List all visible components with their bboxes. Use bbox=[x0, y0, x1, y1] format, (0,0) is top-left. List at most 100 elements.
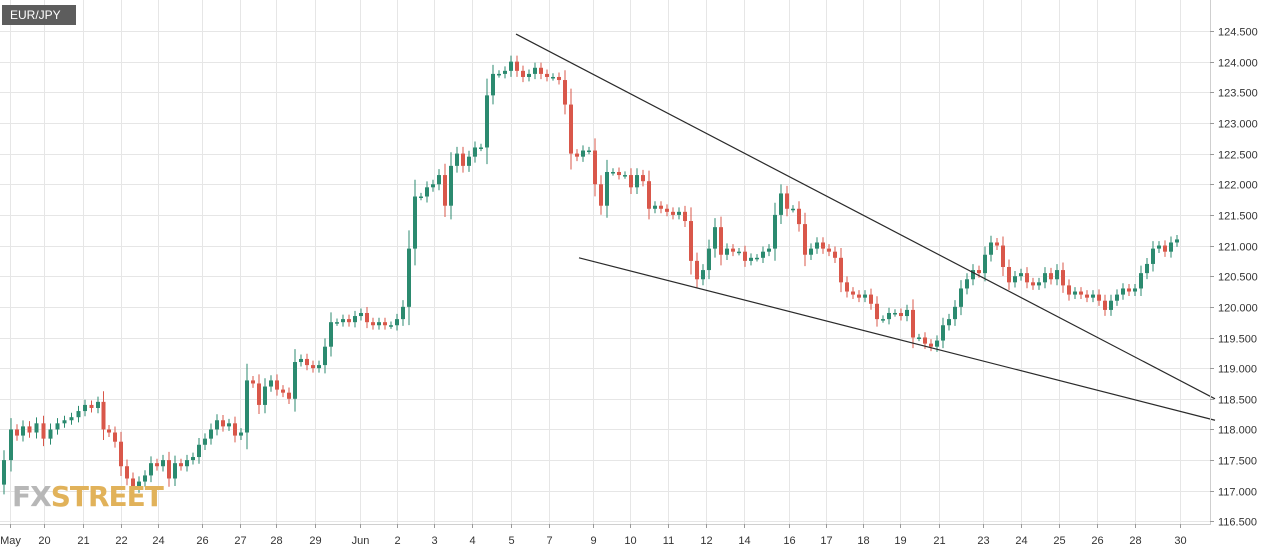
candle-body bbox=[1139, 273, 1143, 289]
candle bbox=[377, 317, 381, 330]
candle-body bbox=[599, 184, 603, 206]
candle-body bbox=[263, 386, 267, 405]
candle-body bbox=[773, 214, 777, 249]
candle bbox=[965, 273, 969, 295]
candle bbox=[797, 201, 801, 232]
candle bbox=[1031, 277, 1035, 290]
candle bbox=[1037, 277, 1041, 290]
candle bbox=[941, 317, 945, 349]
candle bbox=[1061, 262, 1065, 293]
candle-body bbox=[125, 466, 129, 479]
candle-body bbox=[143, 475, 147, 482]
x-tick-label: Jun bbox=[352, 535, 370, 547]
candle bbox=[857, 290, 861, 303]
candle-body bbox=[113, 432, 117, 442]
candle bbox=[329, 312, 333, 357]
candle bbox=[989, 235, 993, 262]
candle bbox=[107, 425, 111, 437]
candle bbox=[527, 69, 531, 82]
y-tick-label: 123.000 bbox=[1218, 119, 1258, 131]
candle-body bbox=[965, 279, 969, 289]
x-tick-label: 20 bbox=[38, 535, 50, 547]
x-tick-label: 28 bbox=[1129, 535, 1141, 547]
x-tick-label: 9 bbox=[590, 535, 596, 547]
candle bbox=[833, 246, 837, 264]
candle bbox=[2, 450, 6, 495]
candle bbox=[581, 145, 585, 162]
candle-body bbox=[527, 73, 531, 77]
candle-body bbox=[1157, 245, 1161, 249]
candle-body bbox=[695, 260, 699, 280]
candle bbox=[389, 321, 393, 329]
candle-body bbox=[863, 294, 867, 298]
candle-body bbox=[185, 460, 189, 467]
candle-body bbox=[473, 147, 477, 157]
candle bbox=[707, 239, 711, 280]
candle bbox=[485, 78, 489, 165]
candle-body bbox=[101, 401, 106, 430]
candle-body bbox=[953, 306, 957, 320]
candle bbox=[413, 179, 417, 266]
candle-body bbox=[89, 404, 94, 408]
x-tick-label: 4 bbox=[469, 535, 475, 547]
candle-body bbox=[989, 242, 993, 255]
candle bbox=[83, 399, 87, 417]
candle-body bbox=[1013, 276, 1017, 283]
candle-body bbox=[425, 187, 429, 197]
x-tick-label: 10 bbox=[624, 535, 636, 547]
candle bbox=[743, 245, 747, 267]
candle bbox=[677, 207, 681, 220]
y-tick-label: 123.500 bbox=[1218, 88, 1258, 100]
candle-body bbox=[737, 251, 741, 254]
candle bbox=[533, 62, 537, 80]
candle bbox=[125, 459, 129, 486]
candle-body bbox=[197, 444, 201, 458]
candle-body bbox=[365, 312, 369, 323]
time-axis: May 20 21 22 24 26 27 28 29 Jun 2 3 4 5 7 9 10 11 12 14 16 17… bbox=[0, 524, 1187, 547]
candle-body bbox=[1145, 263, 1149, 274]
candle-body bbox=[341, 319, 345, 323]
fxstreet-logo: FXSTREET bbox=[12, 480, 164, 514]
candle bbox=[257, 374, 261, 414]
candle-body bbox=[887, 312, 891, 320]
y-tick-label: 122.000 bbox=[1218, 180, 1258, 192]
candle bbox=[62, 415, 67, 428]
y-tick-label: 124.500 bbox=[1218, 27, 1258, 39]
candle-body bbox=[605, 171, 609, 206]
x-tick-label: 21 bbox=[77, 535, 89, 547]
candle-body bbox=[371, 322, 375, 326]
candle bbox=[209, 423, 213, 445]
candle bbox=[1169, 236, 1173, 258]
candle-body bbox=[107, 429, 111, 433]
candle bbox=[509, 55, 513, 77]
candle bbox=[1091, 290, 1095, 303]
candle bbox=[641, 169, 645, 187]
candle-body bbox=[677, 211, 681, 215]
candle bbox=[725, 243, 729, 260]
candle-body bbox=[521, 70, 525, 77]
candle-body bbox=[833, 251, 837, 258]
candle-body bbox=[815, 242, 819, 249]
y-tick-label: 118.500 bbox=[1218, 395, 1257, 407]
candle-body bbox=[1097, 294, 1101, 301]
candle bbox=[1097, 289, 1101, 306]
candle bbox=[437, 169, 441, 191]
x-tick-label: 2 bbox=[394, 535, 400, 547]
candle bbox=[929, 339, 933, 352]
candle-body bbox=[851, 291, 855, 295]
candle bbox=[791, 205, 795, 213]
candle-body bbox=[533, 67, 537, 74]
candle-body bbox=[21, 426, 25, 436]
candle-body bbox=[179, 463, 183, 467]
candle bbox=[899, 308, 903, 321]
candle bbox=[149, 456, 153, 483]
candle-body bbox=[929, 343, 933, 347]
candle-body bbox=[1169, 242, 1173, 252]
candle-body bbox=[869, 294, 873, 304]
candle-body bbox=[1007, 267, 1011, 283]
candle-body bbox=[1163, 245, 1167, 252]
candle-body bbox=[1025, 273, 1029, 283]
candle bbox=[623, 171, 627, 179]
grid-lines bbox=[0, 0, 1210, 524]
candle bbox=[143, 470, 147, 487]
